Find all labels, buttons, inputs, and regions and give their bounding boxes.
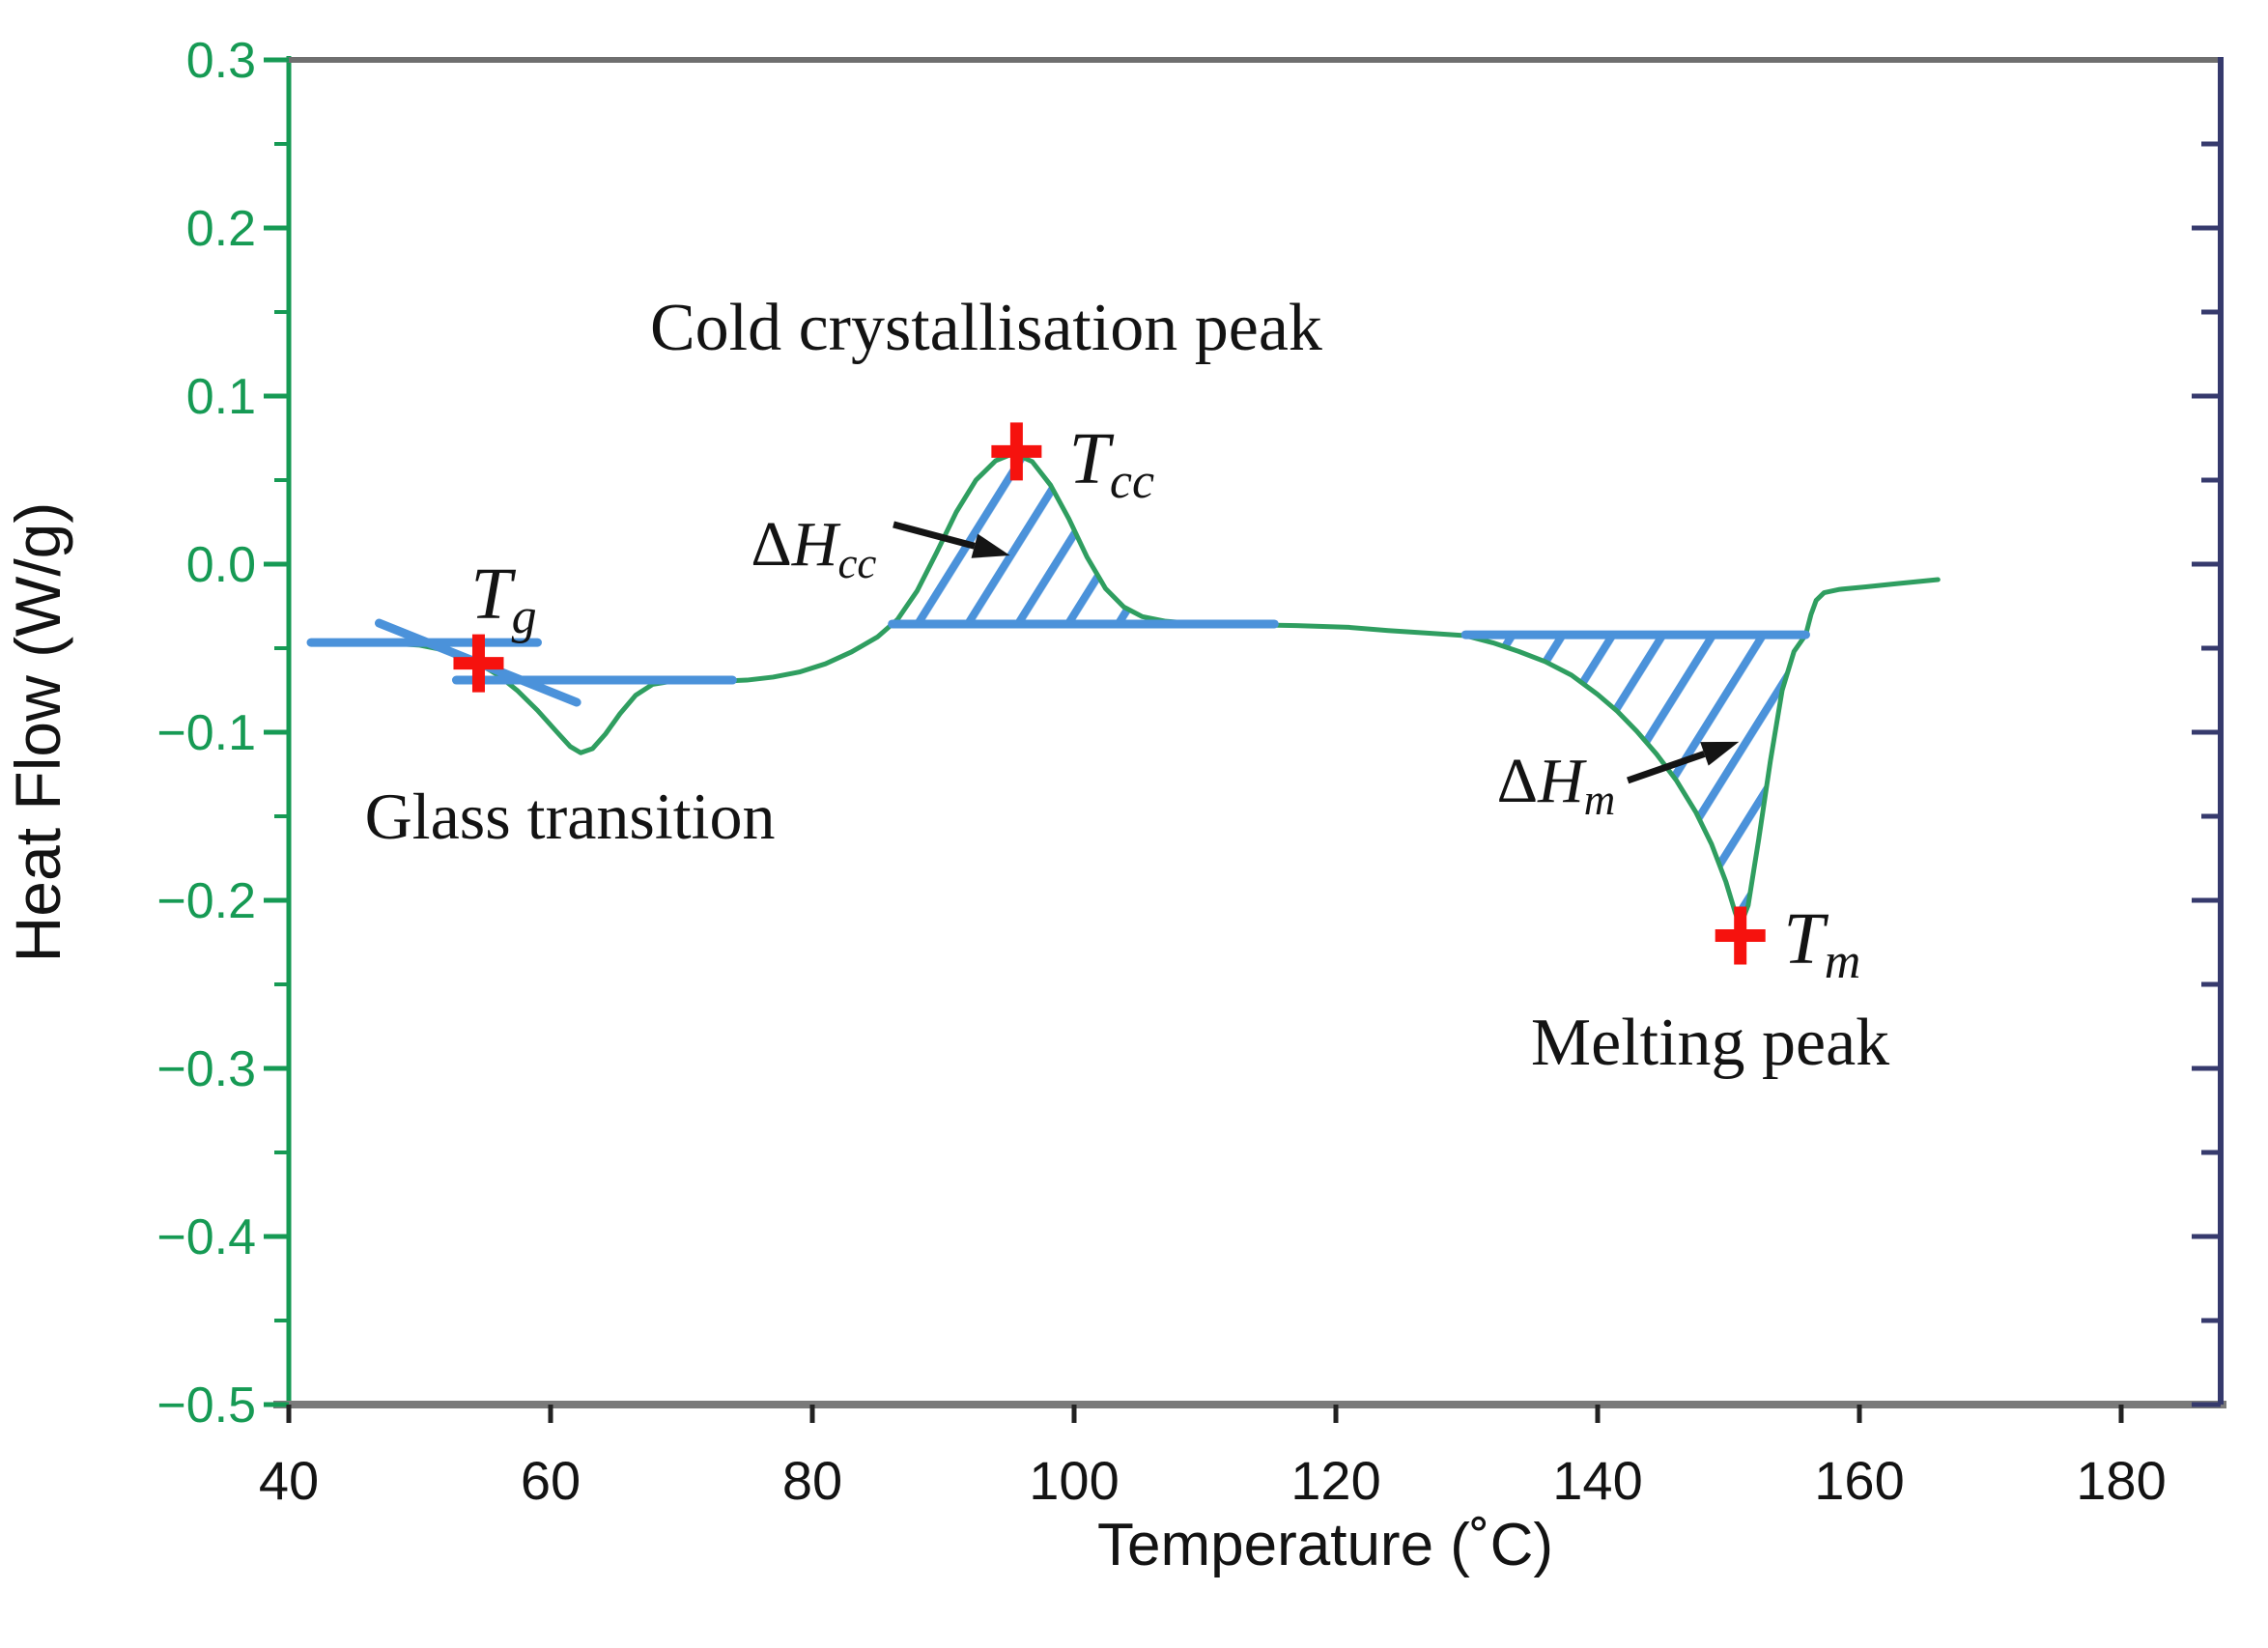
x-tick-label: 80 <box>782 1450 842 1511</box>
dhm-label-main: Δ <box>1497 746 1538 816</box>
tm-label-subscript: m <box>1825 934 1861 989</box>
x-tick-label: 100 <box>1029 1450 1119 1511</box>
delta-H-m-hatch-area <box>1465 635 1806 926</box>
dhcc-label-main: Δ <box>751 509 791 580</box>
tm-label: Tm <box>1783 898 1860 989</box>
dhcc-label-subscript: cc <box>837 539 876 587</box>
x-tick-label: 180 <box>2076 1450 2166 1511</box>
y-tick-label: 0.2 <box>186 201 256 257</box>
x-tick-label: 160 <box>1814 1450 1904 1511</box>
tg-label-main: T <box>470 554 516 635</box>
dhm-label-subscript: m <box>1584 776 1616 824</box>
Tm-marker-cross <box>1715 906 1766 965</box>
Tcc-marker-cross <box>991 422 1042 481</box>
y-tick-label: 0.3 <box>186 33 256 89</box>
delta-H-cc-hatch-area <box>892 453 1182 624</box>
tg-label-subscript: g <box>512 589 537 644</box>
y-axis-title: Heat Flow (W/g) <box>2 502 73 963</box>
m-arrow-line <box>1627 751 1706 784</box>
x-axis-title: Temperature (˚C) <box>1097 1512 1553 1578</box>
Tg-marker-cross <box>453 634 504 693</box>
tg-label: Tg <box>470 554 536 644</box>
y-tick-label: 0.0 <box>186 537 256 593</box>
x-tick-label: 140 <box>1552 1450 1642 1511</box>
m-arrow-head <box>1700 741 1740 766</box>
cc-arrow-line <box>893 521 976 550</box>
glass-transition-label: Glass transition <box>365 780 776 853</box>
x-tick-label: 120 <box>1290 1450 1380 1511</box>
cc-arrow-head <box>971 533 1010 558</box>
dhcc-label-main: H <box>791 509 841 580</box>
y-tick-label: −0.5 <box>156 1378 256 1434</box>
x-tick-label: 40 <box>259 1450 319 1511</box>
melting-peak-label: Melting peak <box>1531 1006 1889 1080</box>
tm-label-main: T <box>1783 898 1829 980</box>
y-tick-label: −0.3 <box>156 1041 256 1097</box>
y-tick-label: −0.4 <box>156 1209 256 1265</box>
tcc-label-subscript: cc <box>1110 454 1154 509</box>
dhcc-label: ΔHcc <box>751 509 876 587</box>
tcc-label-main: T <box>1069 418 1115 499</box>
y-tick-label: −0.1 <box>156 705 256 761</box>
dhm-label-main: H <box>1537 746 1587 816</box>
y-tick-label: −0.2 <box>156 873 256 929</box>
tcc-label: Tcc <box>1069 418 1154 509</box>
y-tick-label: 0.1 <box>186 369 256 425</box>
x-tick-label: 60 <box>521 1450 581 1511</box>
dhm-label: ΔHm <box>1497 746 1616 824</box>
cc-title: Cold crystallisation peak <box>650 291 1322 365</box>
